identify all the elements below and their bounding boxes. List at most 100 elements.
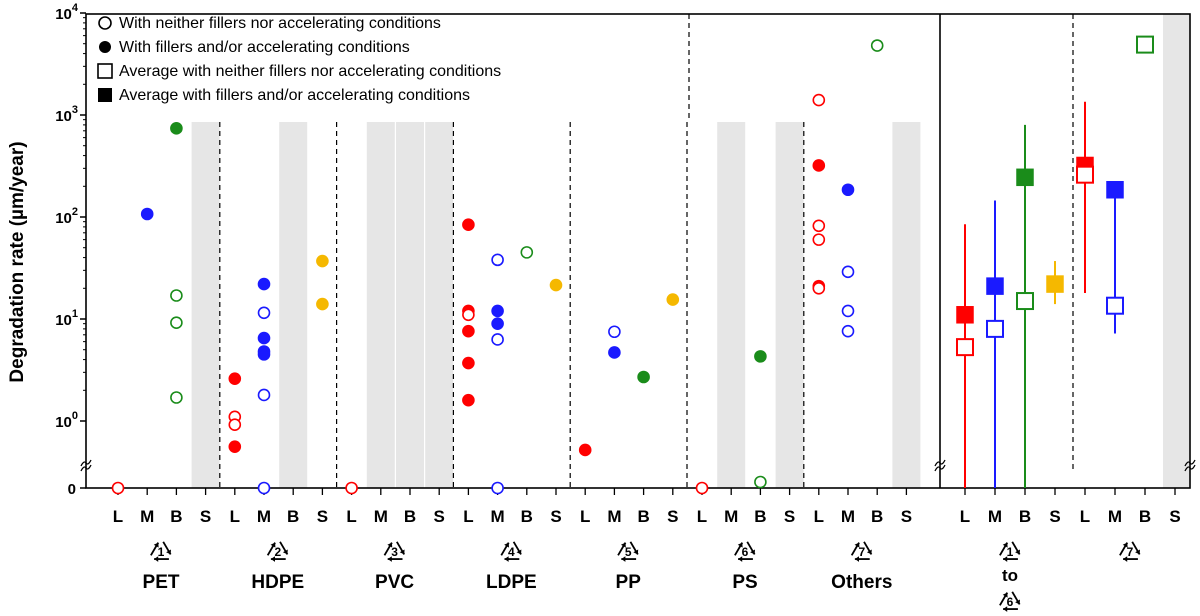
data-point-others-L [812,281,826,295]
data-point-ps-B [754,475,767,489]
x-category-label: S [317,507,328,526]
average-filled-M [1106,180,1124,199]
recycle-arrowhead [866,549,872,555]
group-separators [219,14,1074,488]
average-filled-L [956,306,974,324]
recycle-arrowhead [387,542,393,548]
data-point-pet-B [170,122,183,135]
x-category-label: S [1049,507,1060,526]
data-point-hdpe-M [257,277,271,291]
x-category-label: S [1169,507,1180,526]
x-category-label: L [113,507,123,526]
resin-code-icon: 6 [999,591,1021,612]
x-axis-labels: L M B S L M B S L M B S L M B S L M B S L M B S L M B S L M B S L M B S1PET… [113,507,1181,612]
data-point-ldpe-M [491,481,504,495]
x-category-label: M [841,507,855,526]
data-point-hdpe-M [257,481,271,495]
average-open-L [956,338,974,357]
x-category-label: B [754,507,766,526]
shaded-column-pet-S [191,122,220,488]
legend-marker [99,41,111,53]
data-point-hdpe-S [316,254,329,268]
x-category-label: S [200,507,211,526]
resin-code-icon: 4 [500,541,522,562]
recycle-arrowhead [1003,606,1008,612]
shaded-column-ps-M [717,122,746,488]
data-point-others-L [812,93,826,107]
average-open-B [1136,35,1154,54]
recycle-arrowhead [738,556,743,562]
data-point-others-M [841,324,855,338]
legend-marker [98,88,112,102]
range-label-to: to [1002,566,1018,585]
x-category-label: M [607,507,621,526]
data-point-ldpe-M [491,333,504,346]
shaded-column-pvc-B [396,122,424,488]
data-point-hdpe-M [257,348,271,361]
recycle-arrowhead [854,556,860,562]
data-marks [111,35,1154,495]
recycle-arrowhead [270,542,276,548]
recycle-arrowhead [166,549,171,555]
data-point-pet-B [170,289,183,302]
shaded-column-hdpe-B [279,122,308,488]
resin-code-icon: 1 [150,541,172,562]
x-category-label: S [901,507,912,526]
y-axis-title: Degradation rate (µm/year) [7,141,28,382]
recycle-arrowhead [1002,592,1008,598]
recycle-arrowhead [750,549,755,555]
legend-label: Average with fillers and/or accelerating… [119,87,470,104]
data-point-pp-S [666,293,680,306]
polymer-group-label: PET [143,572,180,593]
data-point-others-M [841,265,855,279]
data-point-hdpe-L [228,372,242,385]
data-point-ldpe-B [520,246,534,259]
x-category-label: M [257,507,271,526]
resin-code-icon: 3 [383,541,406,562]
data-point-pp-M [608,325,621,339]
data-point-ldpe-L [462,324,475,338]
y-axis-break-mid [934,459,946,472]
recycle-arrowhead [1003,556,1008,562]
resin-code-number: 7 [858,545,865,559]
legend-label: With neither fillers nor accelerating co… [119,15,441,32]
x-category-label: L [230,507,240,526]
plot-frame [85,13,1191,489]
recycle-arrowhead [1015,549,1020,555]
data-point-others-M [841,304,855,318]
recycle-arrowhead [154,556,159,562]
x-category-label: M [140,507,154,526]
x-category-label: B [871,507,883,526]
recycle-arrowhead [1015,599,1020,605]
recycle-arrowhead [270,556,276,562]
x-category-label: M [1108,507,1122,526]
data-point-pp-B [637,370,650,384]
data-point-others-B [870,39,884,52]
polymer-group-label: Others [831,572,892,593]
x-category-label: B [637,507,649,526]
recycle-arrowhead [737,542,743,548]
data-point-hdpe-M [257,306,271,320]
data-point-hdpe-L [228,440,242,453]
legend-label: With fillers and/or accelerating conditi… [119,39,410,56]
data-point-ldpe-L [462,218,475,232]
recycle-arrowhead [1122,542,1128,548]
x-category-label: B [170,507,182,526]
data-point-pet-M [140,207,154,221]
data-point-hdpe-L [228,418,242,431]
y-axis-break-left [80,459,92,472]
legend-marker [98,16,112,30]
polymer-group-label: LDPE [486,572,537,593]
data-point-ldpe-M [491,317,504,330]
data-point-ps-L [695,481,709,495]
resin-code-number: 4 [508,545,515,559]
data-point-pet-B [170,391,183,404]
x-category-label: S [434,507,445,526]
average-filled-M [986,277,1004,295]
y-tick-label: 102 [55,206,78,227]
recycle-arrowhead [621,556,626,562]
data-point-ldpe-L [462,308,475,322]
recycle-arrowhead [282,549,288,555]
data-point-others-L [812,219,826,233]
recycle-arrowhead [516,549,522,555]
